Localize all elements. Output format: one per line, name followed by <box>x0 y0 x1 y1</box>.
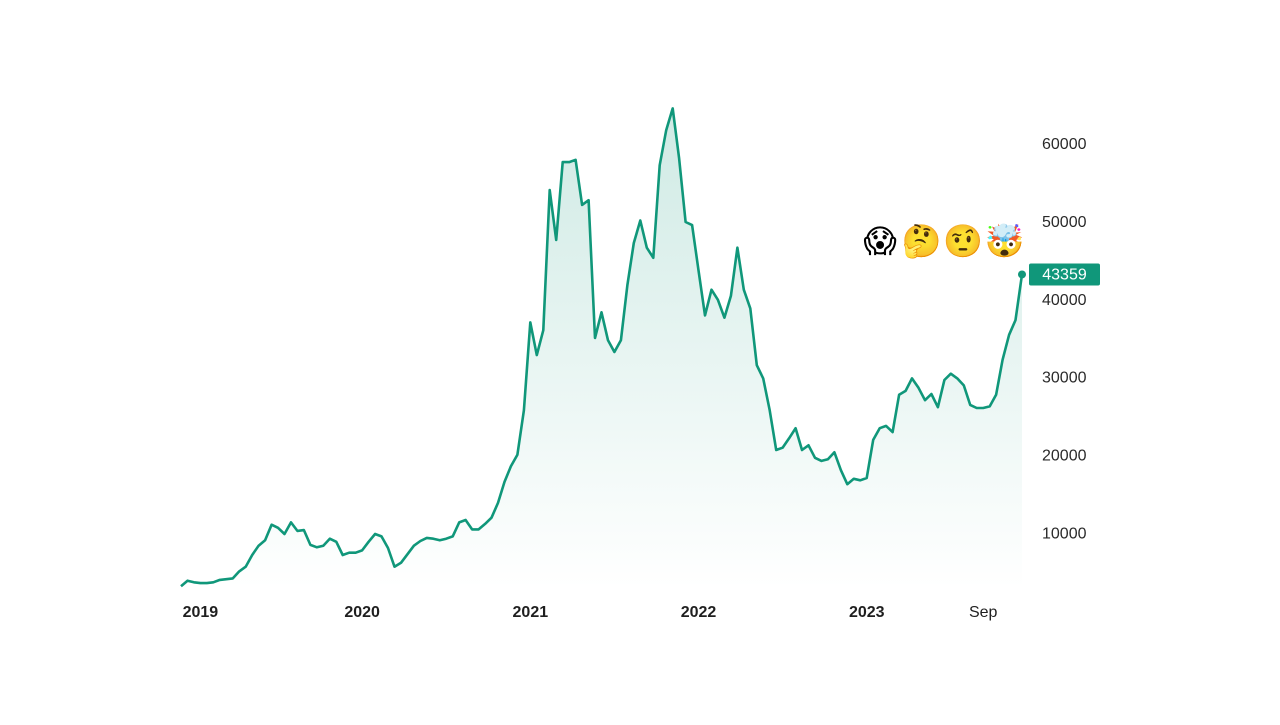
y-tick-label: 10000 <box>1042 525 1087 542</box>
emoji-annotation: 🤨 <box>943 222 983 260</box>
emoji-annotation: 😱 <box>863 222 896 260</box>
y-tick-label: 60000 <box>1042 136 1087 153</box>
last-value-label: 43359 <box>1042 267 1087 284</box>
emoji-annotation: 🤯 <box>985 222 1025 260</box>
last-point <box>1018 270 1026 279</box>
emoji-annotation: 🤔 <box>902 222 942 260</box>
x-tick-label: 2021 <box>513 604 549 621</box>
y-tick-label: 20000 <box>1042 447 1087 464</box>
last-value-badge <box>1029 263 1100 286</box>
area <box>181 108 1022 589</box>
y-tick-label: 30000 <box>1042 370 1087 387</box>
x-tick-label: 2019 <box>183 604 219 621</box>
price-line <box>180 107 1024 588</box>
x-tick-label: Sep <box>969 604 998 621</box>
y-tick-label: 50000 <box>1042 214 1087 231</box>
y-tick-label: 40000 <box>1042 292 1087 309</box>
x-tick-label: 2022 <box>681 604 717 621</box>
x-tick-label: 2020 <box>344 604 380 621</box>
x-tick-label: 2023 <box>849 604 885 621</box>
